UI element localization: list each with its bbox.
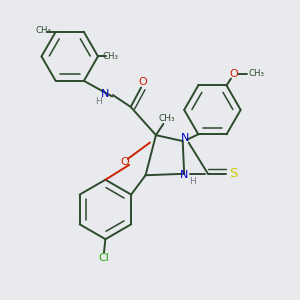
Text: H: H (189, 177, 196, 186)
Text: N: N (180, 170, 188, 180)
Text: CH₃: CH₃ (248, 69, 264, 78)
Text: N: N (181, 133, 189, 143)
Text: CH₃: CH₃ (35, 26, 51, 35)
Text: CH₃: CH₃ (103, 52, 118, 61)
Text: O: O (230, 68, 238, 79)
Text: O: O (138, 77, 147, 87)
Text: CH₃: CH₃ (158, 114, 175, 123)
Text: S: S (229, 167, 237, 180)
Text: Cl: Cl (98, 253, 110, 262)
Text: N: N (101, 88, 110, 98)
Text: O: O (120, 157, 129, 167)
Text: H: H (95, 97, 102, 106)
